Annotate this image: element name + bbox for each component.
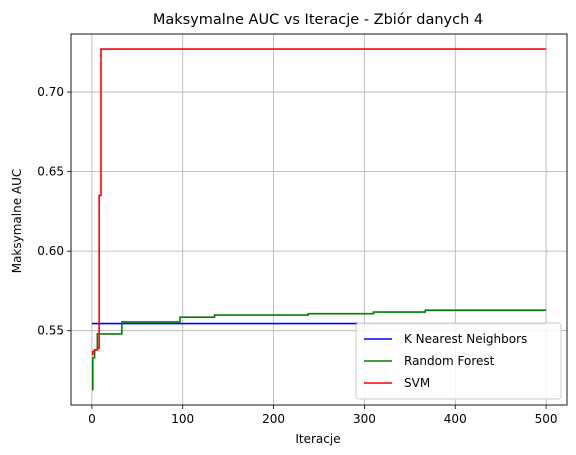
legend-label: K Nearest Neighbors bbox=[404, 332, 527, 346]
x-tick-label: 300 bbox=[353, 412, 376, 426]
x-axis-label: Iteracje bbox=[295, 432, 340, 446]
y-tick-label: 0.70 bbox=[37, 85, 64, 99]
series-line-1 bbox=[91, 309, 547, 391]
y-axis-label: Maksymalne AUC bbox=[10, 169, 24, 274]
x-tick-label: 200 bbox=[262, 412, 285, 426]
x-tick-label: 100 bbox=[171, 412, 194, 426]
x-tick-label: 400 bbox=[444, 412, 467, 426]
legend: K Nearest Neighbors Random Forest SVM bbox=[355, 322, 562, 400]
y-tick-label: 0.55 bbox=[37, 324, 64, 338]
chart-title: Maksymalne AUC vs Iteracje - Zbiór danyc… bbox=[153, 12, 483, 28]
x-tick-label: 500 bbox=[535, 412, 558, 426]
axis-ticks: 0 100 200 300 400 500 0.55 0.60 0.65 0.70 bbox=[37, 85, 557, 426]
legend-label: SVM bbox=[404, 376, 430, 390]
y-tick-label: 0.65 bbox=[37, 165, 64, 179]
legend-box bbox=[355, 322, 562, 400]
legend-label: Random Forest bbox=[404, 354, 495, 368]
series-line-2 bbox=[91, 48, 547, 356]
plot-frame bbox=[70, 33, 568, 406]
x-tick-label: 0 bbox=[88, 412, 96, 426]
y-tick-label: 0.60 bbox=[37, 244, 64, 258]
